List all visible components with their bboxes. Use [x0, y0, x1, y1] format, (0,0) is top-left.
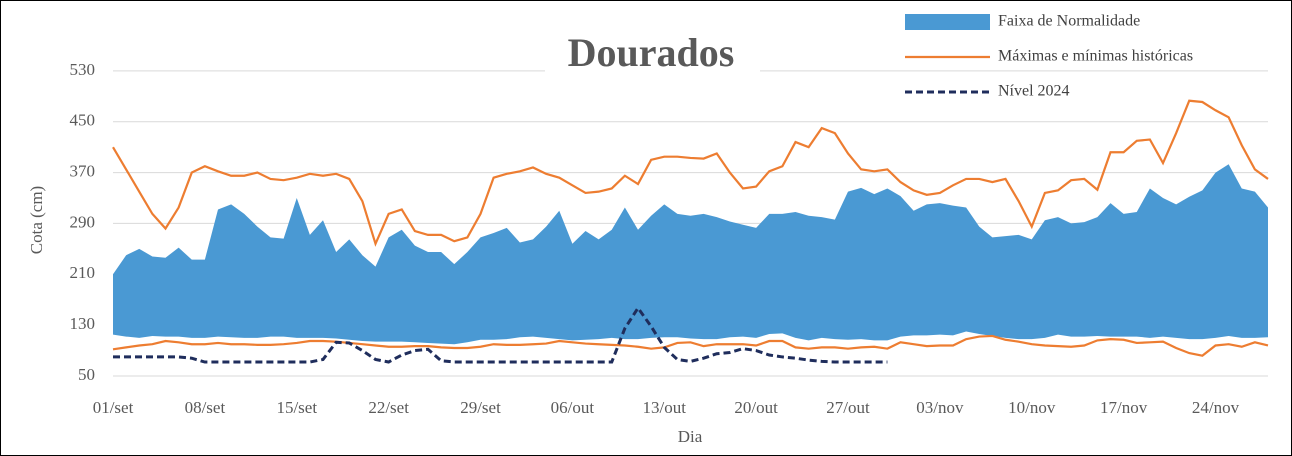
x-tick-label: 03/nov — [916, 398, 964, 417]
normal-band — [113, 164, 1268, 345]
y-axis-title: Cota (cm) — [27, 186, 46, 254]
y-tick-label: 210 — [70, 263, 96, 282]
legend: Faixa de Normalidade Máximas e mínimas hi… — [905, 13, 1193, 100]
historical-min-line — [112, 334, 1269, 357]
legend-label: Nível 2024 — [998, 83, 1070, 100]
x-tick-label: 27/out — [826, 398, 870, 417]
y-tick-label: 530 — [70, 60, 96, 79]
legend-label: Máximas e mínimas históricas — [998, 48, 1193, 65]
y-tick-label: 50 — [78, 365, 95, 384]
x-tick-label: 29/set — [460, 398, 501, 417]
x-tick-label: 17/nov — [1100, 398, 1148, 417]
y-tick-label: 450 — [70, 111, 96, 130]
x-tick-label: 10/nov — [1008, 398, 1056, 417]
x-tick-label: 06/out — [551, 398, 595, 417]
x-tick-label: 01/set — [93, 398, 134, 417]
x-tick-label: 15/set — [276, 398, 317, 417]
x-tick-label: 22/set — [368, 398, 409, 417]
y-tick-label: 370 — [70, 161, 96, 180]
chart-title: Dourados — [568, 30, 735, 75]
legend-label: Faixa de Normalidade — [998, 13, 1140, 30]
legend-swatch — [905, 14, 990, 30]
x-axis-title: Dia — [678, 427, 703, 446]
historical-max-line — [112, 99, 1269, 247]
x-tick-label: 13/out — [643, 398, 687, 417]
level-line — [113, 305, 888, 364]
x-tick-label: 08/set — [185, 398, 226, 417]
y-tick-label: 130 — [70, 314, 96, 333]
title-background — [545, 32, 760, 84]
x-tick-label: 24/nov — [1192, 398, 1240, 417]
y-tick-label: 290 — [70, 212, 96, 231]
plot-area — [112, 70, 1269, 377]
x-tick-label: 20/out — [734, 398, 778, 417]
